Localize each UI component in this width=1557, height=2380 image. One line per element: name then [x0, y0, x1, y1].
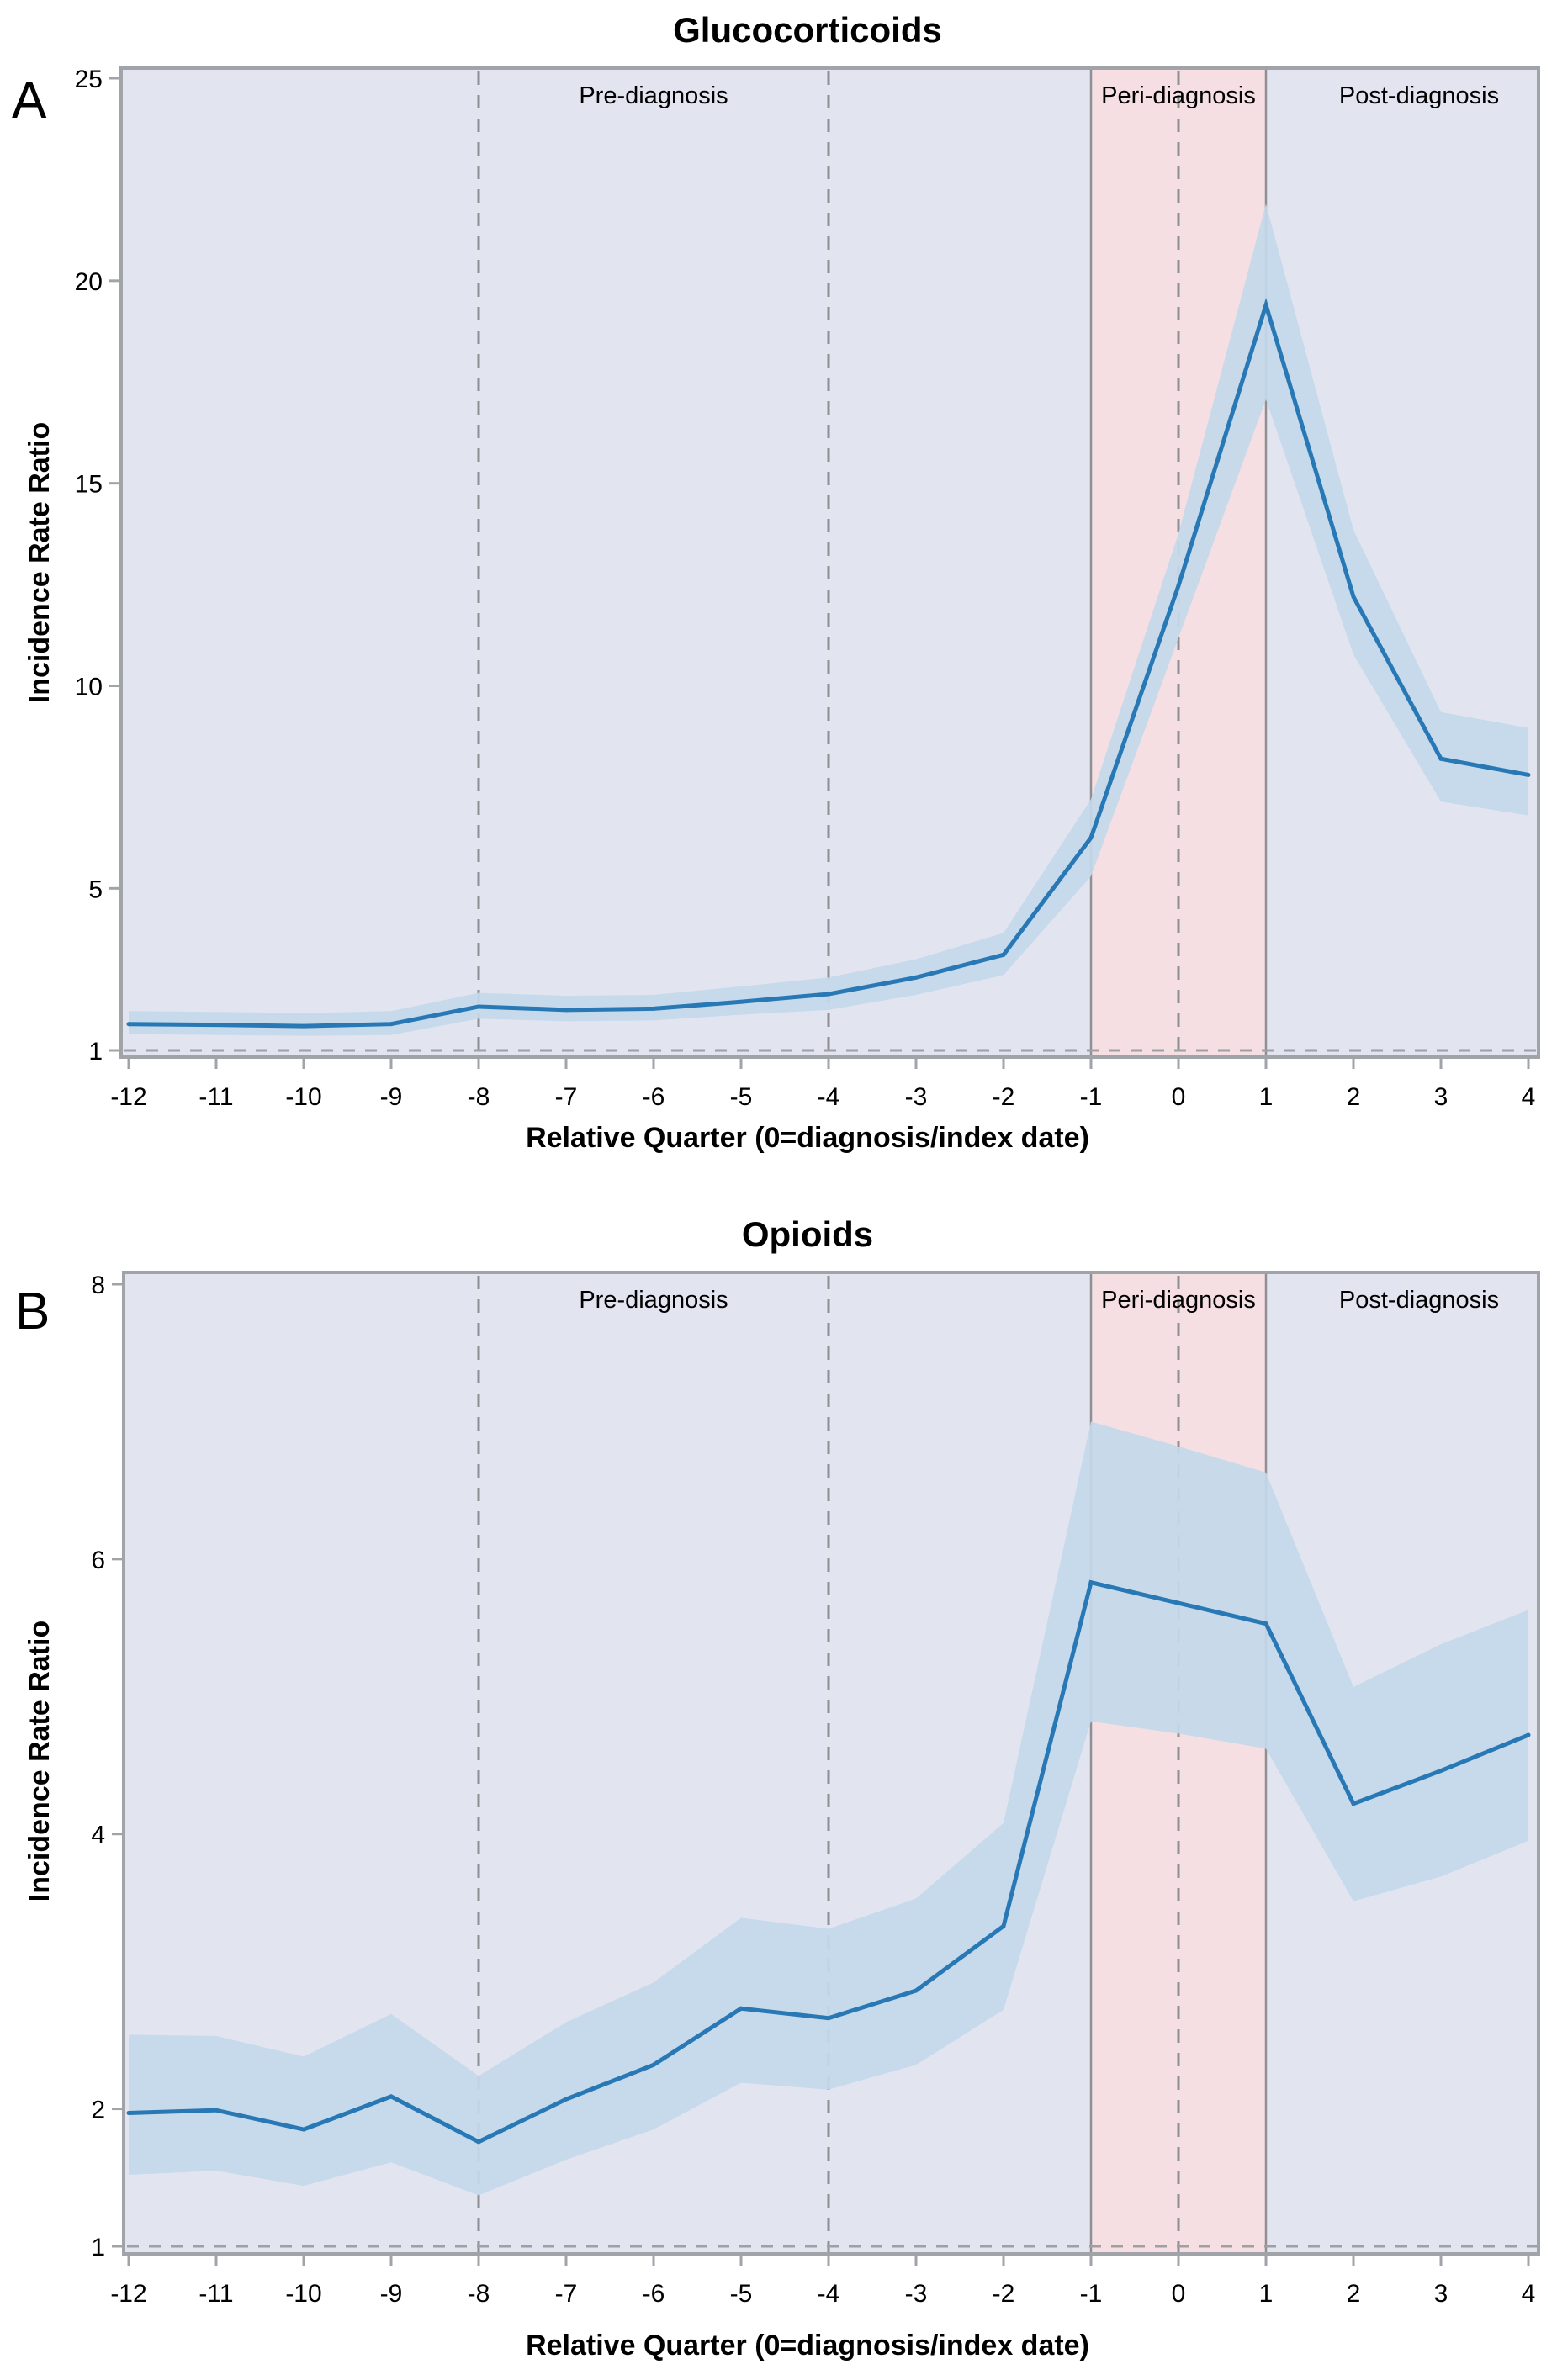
panel-a-x-tick-label: -1	[1080, 1083, 1103, 1111]
panel-a-x-tick-label: -10	[285, 1083, 321, 1111]
panel-a-plot: Pre-diagnosis Peri-diagnosis Post-diagnosi…	[75, 66, 1540, 1111]
panel-a-x-tick-label: 2	[1347, 1083, 1361, 1111]
panel-a-peri-diagnosis-label: Peri-diagnosis	[1101, 82, 1256, 109]
panel-b-x-axis-title: Relative Quarter (0=diagnosis/index date…	[526, 2330, 1089, 2361]
panel-a-x-tick-label: -8	[468, 1083, 490, 1111]
panel-b-x-tick-label: 2	[1347, 2280, 1361, 2308]
panel-b-data-point	[1438, 1769, 1443, 1774]
panel-b-x-tick-label: -8	[468, 2280, 490, 2308]
panel-a-data-point	[1176, 584, 1181, 589]
panel-a-data-point	[126, 1022, 131, 1027]
panel-a-x-tick-label: 1	[1259, 1083, 1274, 1111]
panel-a-data-point	[476, 1004, 481, 1009]
panel-a-x-tick-label: -5	[730, 1083, 753, 1111]
panel-b-data-point	[1526, 1732, 1531, 1737]
panel-b-ci-band	[129, 1421, 1528, 2196]
panel-b-data-point	[301, 2127, 306, 2132]
panel-a-data-point	[389, 1022, 394, 1027]
panel-b-title: Opioids	[742, 1214, 873, 1254]
panel-a-title: Glucocorticoids	[673, 10, 942, 50]
panel-b-data-point	[826, 2016, 831, 2021]
panel-a-y-axis-title: Incidence Rate Ratio	[24, 422, 56, 703]
panel-b-y-axis-title: Incidence Rate Ratio	[24, 1621, 56, 1901]
panel-b-y-tick-label: 6	[91, 1547, 105, 1574]
panel-a-data-point	[739, 999, 744, 1004]
panel-b-x-tick-label: 4	[1522, 2280, 1536, 2308]
panel-b-plot: Pre-diagnosis Peri-diagnosis Post-diagnosi…	[91, 1271, 1540, 2308]
panel-a-data-point	[826, 992, 831, 997]
panel-b-x-tick-label: -6	[643, 2280, 665, 2308]
panel-b-y-tick-label: 2	[91, 2097, 105, 2124]
panel-b-data-point	[214, 2108, 219, 2113]
panel-a-x-tick-label: -9	[380, 1083, 403, 1111]
panel-b-y-tick-label: 8	[91, 1272, 105, 1299]
panel-b-x-tick-label: -9	[380, 2280, 403, 2308]
panel-a-x-tick-label: -4	[818, 1083, 840, 1111]
panel-b-data-point	[389, 2094, 394, 2099]
panel-b-x-tick-label: -4	[818, 2280, 840, 2308]
panel-b-x-tick-label: -12	[110, 2280, 146, 2308]
panel-a-data-point	[914, 975, 919, 980]
panel-a-data-point	[1438, 756, 1443, 761]
panel-a-data-point	[1088, 835, 1094, 840]
panel-a-data-point	[214, 1023, 219, 1028]
panel-b-data-point	[1176, 1600, 1181, 1605]
panel-a-pre-diagnosis-label: Pre-diagnosis	[579, 82, 728, 109]
panel-b-data-point	[1001, 1923, 1006, 1928]
panel-b-x-tick-label: 1	[1259, 2280, 1274, 2308]
panel-a-x-tick-label: -7	[555, 1083, 578, 1111]
panel-b-x-tick-label: 0	[1172, 2280, 1186, 2308]
panel-b-x-tick-label: 3	[1434, 2280, 1448, 2308]
panel-a-y-tick-label: 15	[75, 471, 103, 499]
panel-a-y-tick-label: 1	[88, 1038, 103, 1066]
panel-b-x-tick-label: -11	[199, 2280, 233, 2308]
panel-a-x-axis-title: Relative Quarter (0=diagnosis/index date…	[526, 1122, 1089, 1154]
panel-a-post-diagnosis-label: Post-diagnosis	[1339, 82, 1499, 109]
panel-a-x-tick-label: -6	[643, 1083, 665, 1111]
panel-a-data-point	[1263, 303, 1268, 308]
panel-b-data-point	[564, 2097, 569, 2102]
panel-b-y-tick-label: 4	[91, 1822, 105, 1849]
panel-b-data-point	[1263, 1621, 1268, 1626]
panel-a-data-point	[1526, 772, 1531, 777]
panel-a-x-tick-label: 4	[1522, 1083, 1536, 1111]
panel-b-x-tick-label: -2	[993, 2280, 1015, 2308]
panel-b-data-point	[126, 2110, 131, 2115]
panel-b-post-diagnosis-label: Post-diagnosis	[1339, 1287, 1499, 1314]
panel-a-y-tick-label: 20	[75, 268, 103, 296]
panel-a-data-point	[1351, 595, 1356, 600]
panel-a-x-tick-label: -12	[110, 1083, 146, 1111]
panel-a-y-tick-label: 10	[75, 674, 103, 701]
panel-a-x-tick-label: -3	[905, 1083, 928, 1111]
panel-b-data-point	[476, 2139, 481, 2145]
panel-a-data-point	[564, 1008, 569, 1013]
panel-b-peri-diagnosis-label: Peri-diagnosis	[1101, 1287, 1256, 1314]
panel-b-pre-diagnosis-label: Pre-diagnosis	[579, 1287, 728, 1314]
panel-b-data-point	[1088, 1580, 1094, 1585]
panel-b-x-tick-label: -7	[555, 2280, 578, 2308]
panel-a-data-point	[301, 1023, 306, 1029]
panel-a-data-point	[651, 1006, 656, 1011]
panel-b-letter: B	[15, 1283, 50, 1341]
panel-b-data-point	[914, 1988, 919, 1993]
panel-b-x-tick-label: -5	[730, 2280, 753, 2308]
panel-b-x-tick-label: -3	[905, 2280, 928, 2308]
panel-a-x-tick-label: 0	[1172, 1083, 1186, 1111]
panel-a-x-tick-label: 3	[1434, 1083, 1448, 1111]
panel-b-data-point	[739, 2006, 744, 2011]
panel-b-data-point	[651, 2062, 656, 2067]
panel-b-y-tick-label: 1	[91, 2234, 105, 2261]
panel-a-data-point	[1001, 952, 1006, 957]
panel-a-letter: A	[12, 71, 47, 130]
panel-b-x-tick-label: -10	[285, 2280, 321, 2308]
panel-a-y-tick-label: 25	[75, 66, 103, 93]
panel-a-y-tick-label: 5	[88, 875, 103, 903]
panel-b-x-tick-label: -1	[1080, 2280, 1103, 2308]
panel-a-x-tick-label: -2	[993, 1083, 1015, 1111]
panel-a-plot-background	[119, 66, 1540, 1059]
panel-b-data-point	[1351, 1801, 1356, 1806]
panel-a-x-tick-label: -11	[199, 1083, 233, 1111]
